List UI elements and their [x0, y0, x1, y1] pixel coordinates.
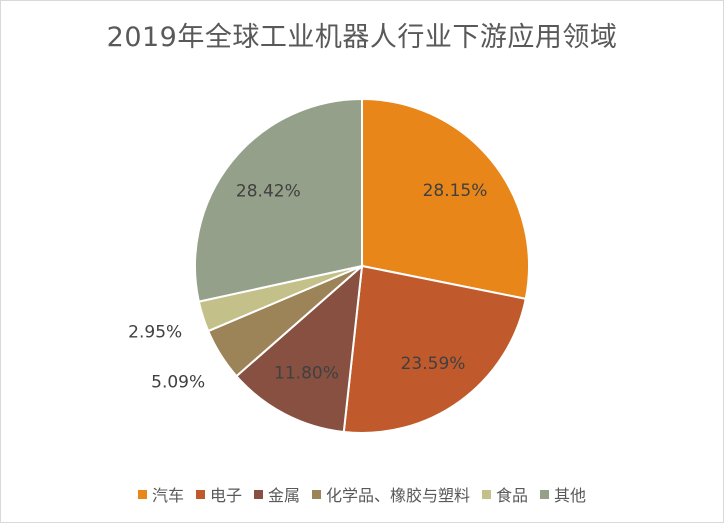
chart-title: 2019年全球工业机器人行业下游应用领域 [106, 22, 618, 53]
legend-swatch [253, 489, 263, 499]
legend-item: 电子 [195, 482, 242, 506]
legend-label: 其他 [554, 486, 587, 505]
legend-swatch [540, 489, 550, 499]
legend-item: 食品 [482, 482, 528, 506]
slice-data-label: 11.80% [274, 364, 339, 384]
legend-item: 化学品、橡胶与塑料 [312, 482, 470, 506]
legend-label: 电子 [209, 486, 242, 505]
slice-data-label: 28.42% [236, 182, 301, 202]
slice-data-label: 28.15% [423, 181, 488, 201]
legend-swatch [482, 489, 492, 499]
slice-data-label: 2.95% [128, 323, 182, 343]
legend-swatch [137, 489, 147, 499]
legend-item: 汽车 [137, 482, 184, 506]
legend-swatch [312, 489, 321, 499]
pie-slice [342, 264, 527, 434]
legend-label: 金属 [267, 486, 300, 505]
legend-label: 化学品、橡胶与塑料 [326, 486, 471, 505]
legend-swatch [195, 489, 205, 499]
legend-item: 金属 [253, 482, 300, 506]
legend: 汽车 电子 金属 化学品、橡胶与塑料 食品 其他 [1, 482, 723, 506]
legend-label: 食品 [496, 486, 529, 505]
legend-item: 其他 [540, 482, 586, 506]
pie-slice [235, 263, 364, 434]
legend-label: 汽车 [151, 486, 184, 505]
pie-slice [361, 97, 530, 301]
pie-slice [194, 97, 363, 303]
slice-data-label: 23.59% [401, 354, 466, 374]
slice-data-label: 5.09% [151, 372, 205, 392]
